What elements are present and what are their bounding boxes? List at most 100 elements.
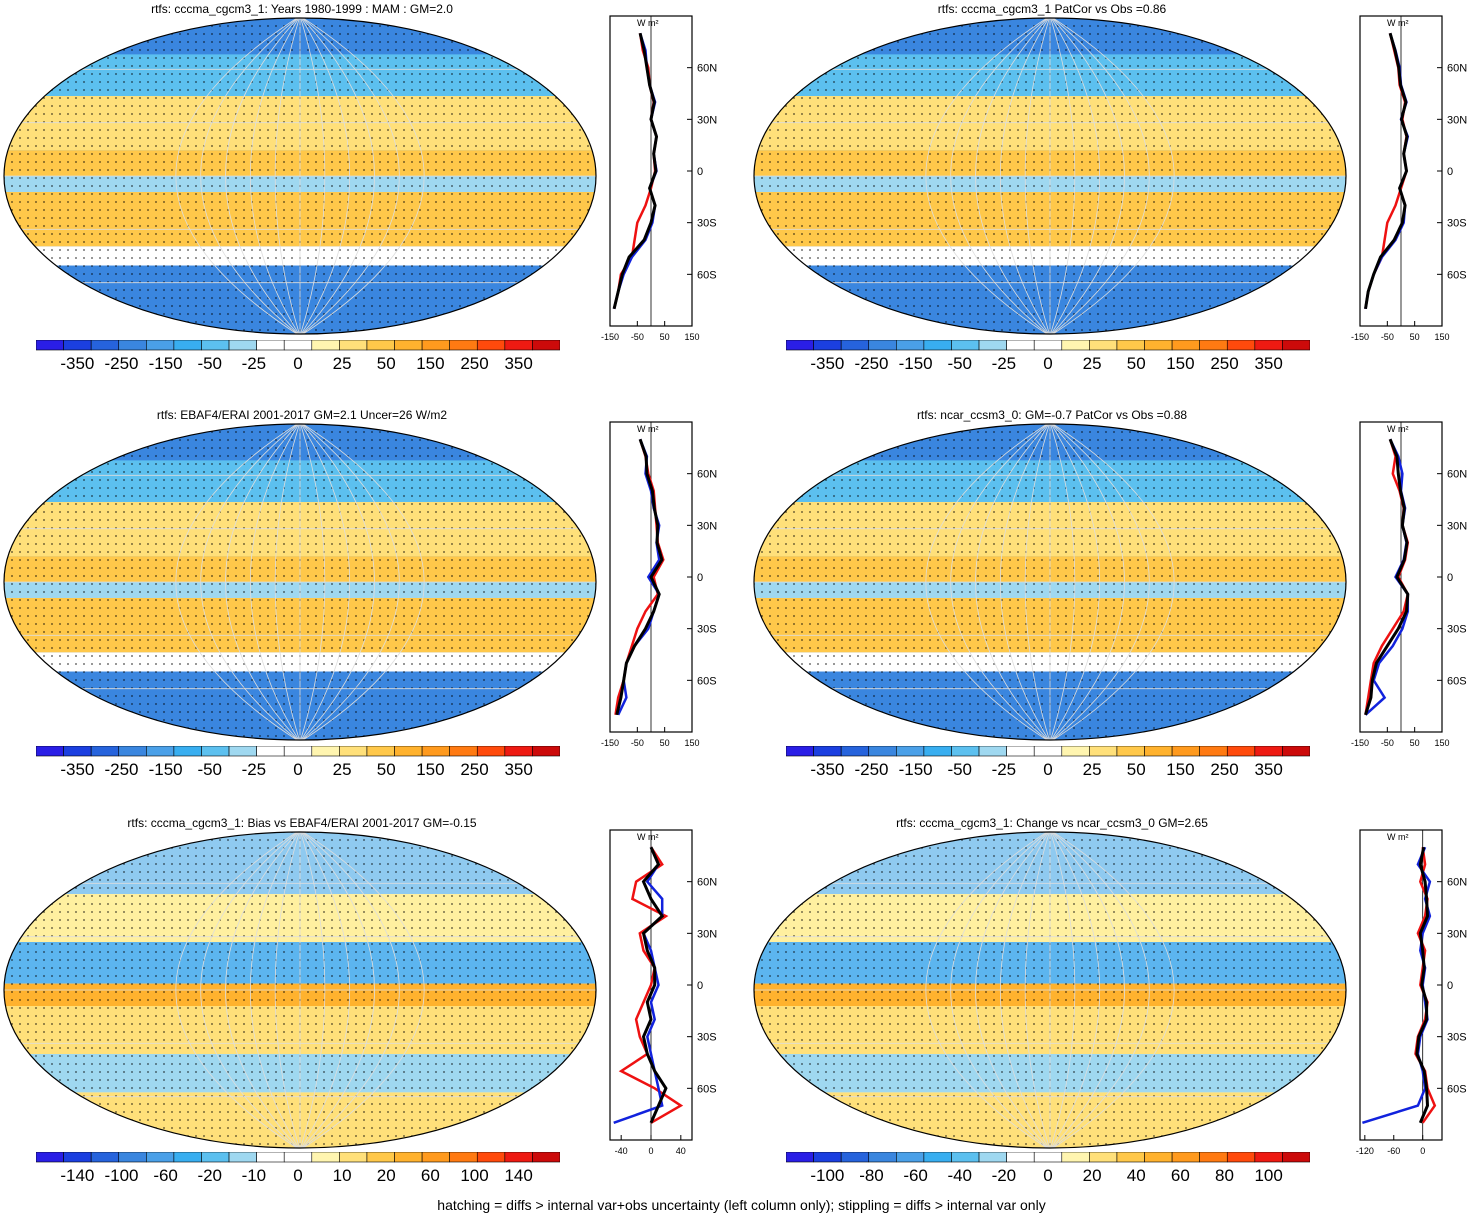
- colorbar-swatch: [978, 746, 1007, 757]
- series-line-red: [618, 846, 684, 1124]
- colorbar-swatch: [786, 1152, 814, 1163]
- footnote: hatching = diffs > internal var+obs unce…: [437, 1197, 1046, 1213]
- colorbar-swatch: [840, 1152, 870, 1163]
- colorbar-swatch: [173, 746, 202, 757]
- colorbar-swatch: [951, 1152, 980, 1163]
- colorbar-tick-label: 25: [332, 354, 352, 373]
- colorbar-swatch: [118, 340, 147, 351]
- colorbar-swatch: [1061, 1152, 1090, 1163]
- map-title: rtfs: ncar_ccsm3_0: GM=-0.7 PatCor vs Ob…: [916, 408, 1188, 422]
- colorbar-tick-label: 10: [332, 1166, 352, 1185]
- colorbar-tick-label: -20: [991, 1166, 1017, 1185]
- profile-unit: W m²: [637, 832, 659, 842]
- colorbar-swatch: [896, 746, 925, 757]
- y-tick-label: 30N: [697, 114, 717, 126]
- colorbar-tick-label: -100: [810, 1166, 845, 1185]
- colorbar-tick-label: -250: [104, 760, 139, 779]
- zonal-profile: W m² 60N 30N 0 30S 60S -120 -60 0: [1356, 829, 1467, 1156]
- colorbar-swatch: [311, 1152, 340, 1163]
- colorbar-swatch: [1226, 1152, 1256, 1163]
- colorbar-tick-label: -50: [947, 354, 973, 373]
- y-tick-label: 60N: [1447, 877, 1467, 889]
- series-line-blue: [612, 32, 658, 310]
- x-tick-label: -50: [1381, 332, 1394, 342]
- y-tick-label: 60N: [697, 63, 717, 75]
- colorbar-swatch: [1006, 746, 1035, 757]
- x-tick-label: 0: [1420, 1146, 1425, 1156]
- series-line-red: [614, 438, 665, 715]
- colorbar-swatch: [90, 340, 120, 351]
- colorbar-swatch: [339, 340, 368, 351]
- profile-unit: W m²: [637, 18, 659, 28]
- colorbar-tick-label: 20: [1082, 1166, 1102, 1185]
- colorbar-swatch: [532, 1152, 560, 1163]
- colorbar-swatch: [868, 340, 897, 351]
- y-tick-label: 0: [697, 166, 703, 178]
- colorbar-tick-label: 60: [420, 1166, 440, 1185]
- colorbar-tick-label: 0: [293, 1166, 303, 1185]
- colorbar-tick-label: -10: [241, 1166, 267, 1185]
- x-tick-label: -150: [1351, 332, 1369, 342]
- y-tick-label: 60S: [1447, 269, 1467, 281]
- colorbar-swatch: [256, 1152, 285, 1163]
- colorbar-tick-label: 50: [376, 760, 396, 779]
- colorbar: [786, 340, 1310, 351]
- colorbar-tick-label: -250: [854, 760, 889, 779]
- colorbar-tick-label: -80: [859, 1166, 884, 1185]
- y-tick-label: 30S: [697, 218, 717, 230]
- colorbar-swatch: [36, 746, 64, 757]
- colorbar-swatch: [421, 340, 450, 351]
- colorbar-swatch: [978, 340, 1007, 351]
- y-tick-label: 0: [697, 980, 703, 992]
- colorbar-tick-label: -100: [104, 1166, 139, 1185]
- colorbar-swatch: [90, 1152, 120, 1163]
- colorbar-tick-label: 100: [460, 1166, 489, 1185]
- colorbar-swatch: [1199, 340, 1228, 351]
- colorbar-tick-label: 150: [416, 354, 445, 373]
- colorbar-swatch: [951, 340, 980, 351]
- colorbar: [36, 1152, 560, 1163]
- colorbar-tick-label: 0: [293, 354, 303, 373]
- colorbar-swatch: [201, 746, 230, 757]
- y-tick-label: 60S: [697, 269, 717, 281]
- colorbar-swatch: [146, 746, 175, 757]
- x-tick-label: -150: [601, 738, 619, 748]
- colorbar-tick-label: -40: [947, 1166, 973, 1185]
- colorbar-swatch: [1006, 1152, 1035, 1163]
- y-tick-label: 60S: [1447, 1083, 1467, 1095]
- x-tick-label: -150: [601, 332, 619, 342]
- colorbar-swatch: [449, 1152, 478, 1163]
- colorbar-swatch: [1116, 746, 1145, 757]
- colorbar-tick-label: -25: [241, 760, 267, 779]
- map-title: rtfs: cccma_cgcm3_1 PatCor vs Obs =0.86: [937, 2, 1167, 16]
- colorbar-swatch: [366, 1152, 395, 1163]
- colorbar-tick-label: 250: [1210, 760, 1239, 779]
- colorbar-swatch: [449, 340, 478, 351]
- colorbar-swatch: [394, 340, 423, 351]
- colorbar-tick-label: 0: [1043, 760, 1053, 779]
- colorbar-swatch: [1254, 1152, 1283, 1163]
- x-tick-label: 150: [684, 332, 699, 342]
- colorbar: [36, 746, 560, 757]
- map-title: rtfs: cccma_cgcm3_1: Bias vs EBAF4/ERAI …: [127, 816, 477, 830]
- colorbar-swatch: [339, 746, 368, 757]
- colorbar-swatch: [786, 746, 814, 757]
- colorbar-swatch: [146, 1152, 175, 1163]
- colorbar-tick-label: -150: [148, 760, 183, 779]
- colorbar-tick-label: 50: [1126, 760, 1146, 779]
- x-tick-label: -50: [631, 332, 644, 342]
- colorbar-tick-label: 100: [1254, 1166, 1283, 1185]
- x-tick-label: 40: [676, 1146, 686, 1156]
- colorbar-swatch: [1282, 340, 1310, 351]
- colorbar-swatch: [1089, 746, 1118, 757]
- colorbar-swatch: [283, 340, 313, 351]
- colorbar-swatch: [201, 1152, 230, 1163]
- y-tick-label: 30N: [697, 928, 717, 940]
- y-tick-label: 60N: [697, 877, 717, 889]
- colorbar-swatch: [366, 746, 395, 757]
- series-line-black: [641, 846, 668, 1124]
- colorbar-swatch: [1116, 340, 1145, 351]
- colorbar-swatch: [813, 1152, 842, 1163]
- y-tick-label: 60S: [1447, 675, 1467, 687]
- x-tick-label: -150: [1351, 738, 1369, 748]
